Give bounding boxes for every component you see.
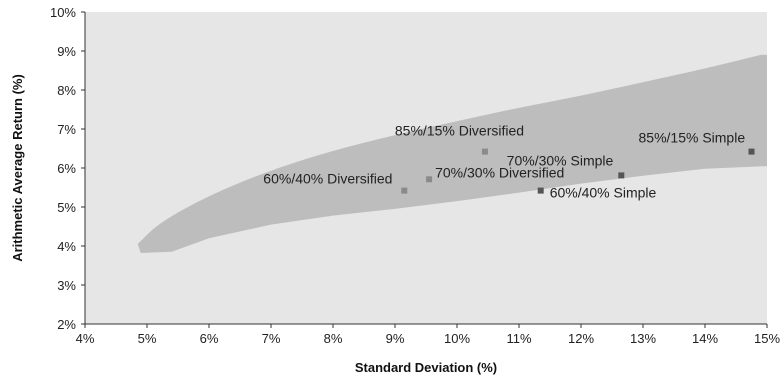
data-point-marker: [748, 148, 755, 155]
x-tick-label: 9%: [386, 331, 405, 346]
x-tick-label: 15%: [754, 331, 780, 346]
data-point-label: 70%/30% Simple: [507, 152, 614, 168]
data-point-marker: [537, 187, 544, 194]
data-point-label: 60%/40% Simple: [550, 185, 657, 201]
data-point-marker: [401, 187, 408, 194]
data-point-marker: [481, 148, 488, 155]
x-tick-label: 12%: [568, 331, 594, 346]
x-axis-title: Standard Deviation (%): [355, 360, 497, 375]
x-tick-label: 11%: [506, 331, 531, 346]
x-tick-label: 7%: [262, 331, 281, 346]
y-tick-label: 10%: [50, 5, 76, 20]
y-tick-label: 2%: [57, 317, 76, 332]
data-point-marker: [426, 176, 433, 183]
x-tick-label: 13%: [630, 331, 656, 346]
return-band: [137, 54, 767, 254]
y-tick-label: 3%: [57, 278, 76, 293]
x-axis-ticks: 4% 5% 6% 7% 8% 9% 10% 11% 12% 13% 14% 15%: [76, 324, 780, 346]
y-axis-title: Arithmetic Average Return (%): [10, 74, 25, 262]
y-tick-label: 7%: [57, 122, 76, 137]
x-tick-label: 5%: [138, 331, 157, 346]
x-tick-label: 8%: [324, 331, 343, 346]
x-tick-label: 4%: [76, 331, 95, 346]
y-tick-label: 4%: [57, 239, 76, 254]
y-tick-label: 9%: [57, 44, 76, 59]
data-points: [401, 148, 755, 194]
x-tick-label: 6%: [200, 331, 219, 346]
data-point-label: 60%/40% Diversified: [263, 171, 392, 187]
y-axis-ticks: 2% 3% 4% 5% 6% 7% 8% 9% 10%: [50, 5, 85, 332]
y-tick-label: 6%: [57, 161, 76, 176]
x-tick-label: 10%: [444, 331, 470, 346]
data-point-label: 85%/15% Simple: [639, 130, 746, 146]
data-point-label: 85%/15% Diversified: [395, 123, 524, 139]
x-tick-label: 14%: [692, 331, 718, 346]
point-labels: 85%/15% Diversified 70%/30% Diversified 60…: [263, 123, 745, 201]
y-tick-label: 8%: [57, 83, 76, 98]
data-point-marker: [618, 172, 625, 179]
data-point-label: 70%/30% Diversified: [435, 164, 564, 180]
y-tick-label: 5%: [57, 200, 76, 215]
